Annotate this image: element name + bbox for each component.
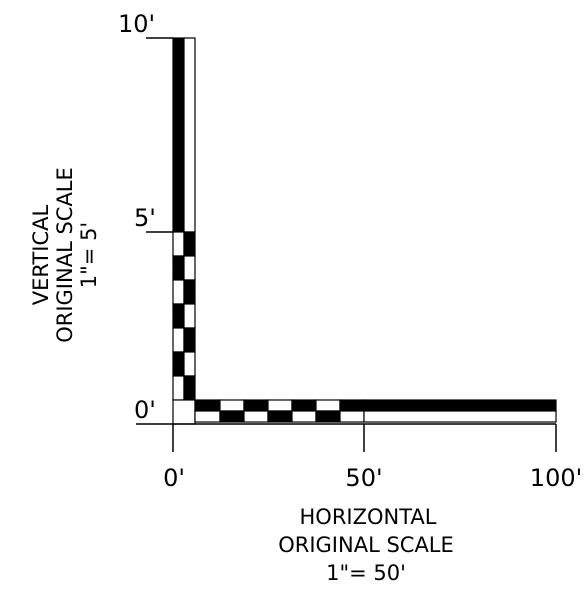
horizontal-bar-cell-top <box>267 399 293 412</box>
horizontal-caption-line-3: 1"= 50' <box>326 561 406 585</box>
horizontal-tick-label-100: 100' <box>530 464 582 492</box>
vertical-tick-label-0: 0' <box>134 396 156 424</box>
vertical-bar-cell-right <box>183 279 196 305</box>
horizontal-bar-cell-top <box>315 399 341 412</box>
horizontal-bar-cell-top <box>243 399 269 412</box>
horizontal-bar-cell-top <box>291 399 317 412</box>
horizontal-scale-bar <box>194 399 557 423</box>
vertical-bar-cell-left <box>172 255 185 281</box>
horizontal-bar-cell-bottom <box>243 410 269 423</box>
horizontal-bar-bottom-blank <box>363 410 557 423</box>
horizontal-bar-cell-top <box>194 399 221 412</box>
vertical-bar-cell-left <box>172 279 185 305</box>
horizontal-bar-top-solid <box>363 399 557 412</box>
vertical-tick-label-5: 5' <box>134 204 156 232</box>
vertical-bar-origin-cell <box>172 399 196 425</box>
vertical-bar-left-solid <box>172 37 185 233</box>
horizontal-bar-cell-bottom <box>267 410 293 423</box>
vertical-scale-bar <box>172 37 196 425</box>
horizontal-bar-cell-bottom <box>339 410 365 423</box>
horizontal-tick-label-50: 50' <box>345 464 382 492</box>
vertical-bar-cell-left <box>172 303 185 329</box>
vertical-caption: VERTICAL ORIGINAL SCALE 1"= 5' <box>29 167 101 343</box>
vertical-bar-cell-left <box>172 231 185 257</box>
horizontal-tick-label-0: 0' <box>163 464 185 492</box>
horizontal-bar-cell-bottom <box>219 410 245 423</box>
scale-tick-lines <box>136 37 557 452</box>
vertical-bar-cell-right <box>183 231 196 257</box>
horizontal-bar-cell-bottom <box>315 410 341 423</box>
vertical-bar-cell-left <box>172 327 185 353</box>
vertical-bar-cell-right <box>183 351 196 377</box>
vertical-bar-right-blank <box>183 37 196 233</box>
vertical-bar-cell-right <box>183 303 196 329</box>
horizontal-caption-line-1: HORIZONTAL <box>300 505 437 529</box>
vertical-caption-line-1: VERTICAL <box>29 204 53 305</box>
vertical-bar-cell-right <box>183 255 196 281</box>
horizontal-caption-line-2: ORIGINAL SCALE <box>278 533 454 557</box>
vertical-bar-cell-right <box>183 327 196 353</box>
horizontal-bar-cell-bottom <box>291 410 317 423</box>
horizontal-bar-cell-top <box>219 399 245 412</box>
vertical-bar-cell-left <box>172 375 185 401</box>
vertical-bar-cell-right <box>183 375 196 401</box>
vertical-caption-line-2: ORIGINAL SCALE <box>53 167 77 343</box>
horizontal-bar-cell-bottom <box>194 410 221 423</box>
vertical-tick-label-10: 10' <box>118 10 155 38</box>
vertical-bar-cell-left <box>172 351 185 377</box>
horizontal-bar-cell-top <box>339 399 365 412</box>
vertical-caption-line-3: 1"= 5' <box>77 222 101 288</box>
